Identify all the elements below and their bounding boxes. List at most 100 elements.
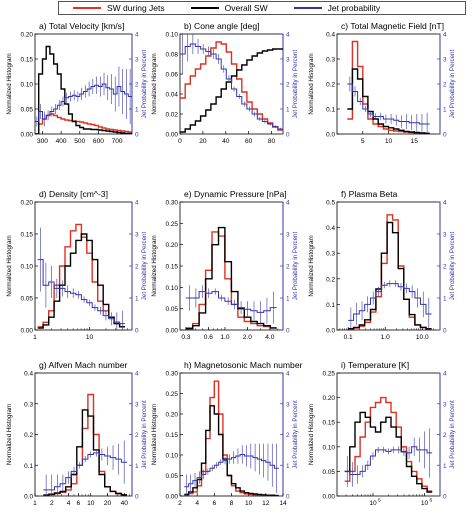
panel-0-series-overall — [35, 45, 132, 134]
panel-6-ytick-label: 0.4 — [24, 371, 33, 378]
panel-4-xtick-label: 4.0 — [265, 334, 274, 341]
panel-2-ytick-label: 0.2 — [326, 82, 335, 89]
panel-8-ytick-label: 0.10 — [323, 444, 336, 451]
panel-7-y2tick-label: 0 — [286, 494, 290, 501]
panel-0-ytick-label: 0.10 — [21, 82, 34, 89]
panel-6-y2tick-label: 3 — [135, 401, 139, 408]
panel-7-xtick-label: 14 — [279, 500, 287, 507]
panel-2-title: c) Total Magnetic Field [nT] — [341, 21, 444, 31]
panel-4-series-probability — [185, 291, 277, 313]
legend-swatch-probability — [293, 7, 322, 9]
panel-8-y2tick-label: 1 — [443, 463, 447, 470]
panel-0-xtick-label: 700 — [112, 138, 123, 145]
panel-7-xtick-label: 12 — [262, 500, 270, 507]
panel-6-ytick-label: 0.2 — [24, 432, 33, 439]
panel-8-xtick-label: 10 — [369, 500, 377, 507]
panel-1-y2tick-label: 4 — [286, 32, 290, 39]
panel-6-series-probability — [43, 452, 127, 491]
panel-8-ytick-label: 0.25 — [323, 371, 336, 378]
panel-8-y2tick-label: 2 — [443, 432, 447, 439]
panel-8: i) Temperature [K] 0.00 0.05 0.10 0.15 0.20 0.… — [308, 360, 456, 507]
panel-3-xtick-label: 10 — [86, 334, 94, 341]
panel-7: h) Magnetosonic Mach number 0.00 0.05 0.10 0… — [151, 360, 303, 507]
panel-0-ytick-label: 0.15 — [21, 57, 34, 64]
panel-8-series-overall — [344, 411, 433, 493]
panel-5-title: f) Plasma Beta — [341, 189, 398, 199]
panel-8-ytick-label: 0.00 — [323, 494, 336, 501]
panel-7-xtick-label: 8 — [230, 500, 234, 507]
panel-4-title: e) Dynamic Pressure [nPa] — [184, 189, 287, 199]
panel-4-y2tick-label: 1 — [286, 296, 290, 303]
panel-5-ytick-label: 0.4 — [326, 225, 335, 232]
panel-1-ylabel: Normalized Histogram — [151, 53, 158, 114]
panel-0-ylabel: Normalized Histogram — [6, 53, 13, 114]
legend-label-probability: Jet probability — [327, 3, 381, 13]
panel-2-ytick-label: 0.4 — [326, 32, 335, 39]
panel-3-y2tick-label: 1 — [135, 296, 139, 303]
panel-3-y2tick-label: 2 — [135, 264, 139, 271]
panel-7-xtick-label: 4 — [195, 500, 199, 507]
panel-7-ytick-label: 0.25 — [166, 391, 179, 398]
panel-5-ytick-label: 0.1 — [326, 302, 335, 309]
panel-7-title: h) Magnetosonic Mach number — [184, 360, 303, 370]
panel-5-xtick-label: 10.0 — [416, 334, 429, 341]
panel-2-y2tick-label: 4 — [443, 32, 447, 39]
panel-6: g) Alfven Mach number 0.0 0.1 0.2 0.3 0.4 0 1 2 3… — [6, 360, 148, 507]
panel-3: d) Density [cm^-3] 0.00 0.05 0.10 0.15 0.20 0 1… — [6, 189, 148, 341]
panel-3-ytick-label: 0.10 — [21, 264, 34, 271]
panel-7-ylabel: Normalized Histogram — [151, 404, 158, 465]
panel-5-xtick-label: 1.0 — [381, 334, 390, 341]
panel-5-y2tick-label: 1 — [443, 296, 447, 303]
panel-7-ytick-label: 0.20 — [166, 412, 179, 419]
panel-1-y2tick-label: 2 — [286, 82, 290, 89]
legend-item-probability: Jet probability — [293, 3, 381, 13]
panel-1-xtick-label: 0 — [178, 138, 182, 145]
panel-1-ytick-label: 0.02 — [166, 112, 179, 119]
panel-2-series-probability — [347, 83, 430, 125]
panel-4-xtick-label: 2.0 — [243, 334, 252, 341]
panel-4: e) Dynamic Pressure [nPa] 0.00 0.05 0.10 0.1… — [151, 189, 299, 341]
panel-5-series-probability — [348, 283, 432, 321]
panel-0-xtick-label: 500 — [74, 138, 85, 145]
panel-7-y2tick-label: 1 — [286, 463, 290, 470]
legend-label-overall: Overall SW — [224, 3, 268, 13]
panel-1-title: b) Cone angle [deg] — [184, 21, 260, 31]
panel-0-y2tick-label: 0 — [135, 132, 139, 139]
panel-6-y2tick-label: 1 — [135, 463, 139, 470]
panel-1-series-jets — [180, 41, 283, 131]
panel-3-y2tick-label: 3 — [135, 232, 139, 239]
panel-5-series-overall — [348, 221, 432, 330]
panel-2-y2tick-label: 3 — [443, 57, 447, 64]
panel-6-title: g) Alfven Mach number — [39, 360, 128, 370]
panel-5-frame — [336, 201, 441, 331]
panel-8-ytick-label: 0.05 — [323, 469, 336, 476]
panel-7-series-overall — [184, 405, 279, 496]
panel-7-y2tick-label: 2 — [286, 432, 290, 439]
panel-1-ytick-label: 0.10 — [166, 32, 179, 39]
panel-1-y2tick-label: 1 — [286, 107, 290, 114]
panel-8-xtick-label: 10 — [421, 500, 429, 507]
panel-0-y2tick-label: 2 — [135, 82, 139, 89]
panel-7-y2tick-label: 3 — [286, 401, 290, 408]
panel-5-y2tick-label: 2 — [443, 264, 447, 271]
panel-1-xtick-label: 40 — [222, 138, 230, 145]
panel-6-y2tick-label: 2 — [135, 432, 139, 439]
panel-1-xtick-label: 80 — [268, 138, 276, 145]
panel-7-ytick-label: 0.10 — [166, 453, 179, 460]
panel-6-xtick-label: 6 — [77, 500, 81, 507]
panel-2-y2label: Jet Probability in Percent — [449, 50, 456, 119]
panel-6-series-overall — [43, 409, 127, 496]
panel-8-ytick-label: 0.15 — [323, 420, 336, 427]
legend: SW during Jets Overall SW Jet probabilit… — [58, 1, 466, 15]
panel-4-y2tick-label: 3 — [286, 232, 290, 239]
panel-7-ytick-label: 0.30 — [166, 371, 179, 378]
panel-2-ytick-label: 0.0 — [326, 132, 335, 139]
panel-1-xtick-label: 20 — [199, 138, 207, 145]
panel-6-xtick-label: 10 — [87, 500, 95, 507]
panel-3-ytick-label: 0.00 — [21, 328, 34, 335]
panel-1: b) Cone angle [deg] 0.00 0.02 0.04 0.06 0.08 0… — [151, 21, 299, 145]
panel-6-ylabel: Normalized Histogram — [6, 404, 13, 465]
panel-4-y2tick-label: 2 — [286, 264, 290, 271]
panel-2-y2tick-label: 0 — [443, 132, 447, 139]
